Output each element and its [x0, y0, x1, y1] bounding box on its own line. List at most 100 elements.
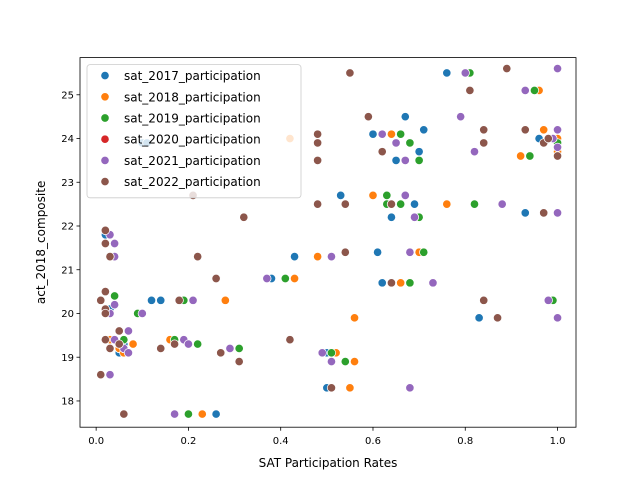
- data-point-sat-2022-participation-4: [100, 308, 110, 319]
- data-point-sat-2022-participation-19: [216, 348, 226, 358]
- data-point-sat-2022-participation-13: [156, 343, 166, 354]
- data-point-sat-2019-participation-12: [382, 190, 392, 200]
- data-point-sat-2021-participation-28: [409, 212, 420, 222]
- data-point-sat-2022-participation-6: [100, 225, 110, 235]
- y-tick-label: 25: [61, 90, 74, 101]
- data-point-sat-2022-participation-26: [313, 199, 323, 209]
- legend-marker: [100, 155, 110, 165]
- data-point-sat-2017-participation-26: [419, 125, 429, 135]
- data-point-sat-2019-participation-20: [419, 247, 429, 257]
- data-point-sat-2021-participation-17: [225, 343, 235, 354]
- data-point-sat-2019-participation-14: [396, 199, 406, 209]
- data-point-sat-2018-participation-9: [289, 273, 300, 284]
- y-tick-label: 23: [61, 178, 74, 189]
- data-point-sat-2022-participation-12: [119, 409, 129, 419]
- data-point-sat-2019-participation-1: [110, 291, 120, 301]
- data-point-sat-2022-participation-1: [96, 295, 106, 305]
- data-point-sat-2018-participation-18: [396, 278, 406, 288]
- data-point-sat-2018-participation-6: [197, 409, 207, 419]
- legend-label: sat_2021_participation: [124, 154, 261, 168]
- data-point-sat-2019-participation-17: [405, 138, 415, 148]
- legend-marker: [100, 134, 110, 144]
- data-point-sat-2022-participation-0: [96, 370, 106, 380]
- data-point-sat-2017-participation-12: [211, 409, 221, 419]
- data-point-sat-2022-participation-14: [170, 339, 180, 349]
- legend-marker: [100, 71, 110, 81]
- data-point-sat-2017-participation-21: [391, 155, 401, 165]
- data-point-sat-2017-participation-29: [520, 208, 530, 218]
- y-axis-ticks: 18 19 20 21 22 23 24 25: [61, 90, 80, 408]
- data-point-sat-2019-participation-19: [414, 155, 424, 165]
- y-tick-label: 20: [61, 309, 74, 320]
- data-point-sat-2021-participation-4: [110, 238, 120, 249]
- x-tick-label: 0.8: [457, 436, 473, 447]
- data-point-sat-2022-participation-21: [239, 212, 249, 222]
- legend-label: sat_2018_participation: [124, 90, 261, 104]
- data-point-sat-2022-participation-7: [100, 238, 110, 249]
- data-point-sat-2021-participation-1: [105, 370, 115, 380]
- y-tick-label: 19: [61, 353, 74, 364]
- points-layer: [96, 63, 563, 419]
- data-point-sat-2022-participation-34: [386, 278, 397, 288]
- data-point-sat-2022-participation-22: [285, 335, 295, 345]
- data-point-sat-2017-participation-20: [368, 129, 378, 139]
- data-point-sat-2022-participation-24: [313, 138, 323, 148]
- data-point-sat-2021-participation-11: [123, 348, 134, 358]
- data-point-sat-2018-participation-17: [386, 129, 397, 139]
- data-point-sat-2022-participation-37: [479, 138, 489, 148]
- data-point-sat-2021-participation-21: [326, 357, 337, 367]
- legend-label: sat_2022_participation: [124, 175, 261, 189]
- data-point-sat-2022-participation-18: [211, 273, 221, 284]
- data-point-sat-2022-participation-40: [502, 63, 512, 74]
- data-point-sat-2018-participation-20: [442, 199, 452, 209]
- y-tick-label: 24: [61, 134, 74, 145]
- y-tick-label: 21: [61, 265, 74, 276]
- data-point-sat-2018-participation-13: [349, 357, 360, 367]
- data-point-sat-2017-participation-23: [400, 112, 410, 122]
- data-point-sat-2022-participation-44: [543, 133, 553, 144]
- data-point-sat-2022-participation-15: [174, 295, 184, 305]
- data-point-sat-2019-participation-11: [340, 357, 350, 367]
- data-point-sat-2019-participation-7: [193, 339, 203, 349]
- data-point-sat-2021-participation-32: [469, 147, 480, 157]
- data-point-sat-2018-participation-21: [516, 151, 526, 161]
- data-point-sat-2022-participation-11: [114, 339, 124, 349]
- data-point-sat-2021-participation-25: [400, 155, 410, 165]
- data-point-sat-2017-participation-27: [442, 68, 452, 78]
- data-point-sat-2022-participation-2: [100, 287, 110, 297]
- data-point-sat-2021-participation-6: [110, 300, 120, 310]
- data-point-sat-2022-participation-29: [340, 247, 350, 257]
- data-point-sat-2022-participation-23: [313, 129, 323, 139]
- plot-frame: [79, 57, 577, 428]
- data-point-sat-2017-participation-7: [146, 295, 157, 305]
- data-point-sat-2021-participation-20: [326, 252, 337, 262]
- x-tick-label: 0.0: [88, 436, 104, 447]
- data-point-sat-2022-participation-45: [552, 151, 563, 161]
- data-point-sat-2021-participation-24: [400, 190, 410, 200]
- data-point-sat-2022-participation-28: [340, 199, 350, 209]
- data-point-sat-2022-participation-42: [539, 208, 549, 218]
- data-point-sat-2018-participation-12: [345, 383, 355, 393]
- data-point-sat-2021-participation-16: [188, 295, 198, 305]
- data-point-sat-2019-participation-23: [525, 151, 535, 161]
- y-tick-label: 22: [61, 222, 74, 233]
- data-point-sat-2017-participation-8: [156, 295, 166, 305]
- data-point-sat-2022-participation-20: [234, 357, 244, 367]
- data-point-sat-2022-participation-32: [377, 147, 387, 157]
- data-point-sat-2021-participation-39: [552, 142, 563, 152]
- data-point-sat-2021-participation-38: [552, 125, 563, 135]
- data-point-sat-2022-participation-36: [479, 125, 489, 135]
- x-tick-label: 1.0: [550, 436, 566, 447]
- data-point-sat-2021-participation-37: [552, 63, 563, 74]
- x-tick-label: 0.6: [365, 436, 381, 447]
- legend-marker: [100, 113, 110, 123]
- x-axis-label: SAT Participation Rates: [259, 456, 398, 470]
- data-point-sat-2022-participation-17: [193, 252, 203, 262]
- data-point-sat-2019-participation-10: [326, 348, 337, 358]
- data-point-sat-2022-participation-27: [326, 383, 337, 393]
- data-point-sat-2017-participation-14: [289, 252, 300, 262]
- data-point-sat-2021-participation-30: [456, 112, 466, 122]
- x-tick-label: 0.2: [180, 436, 196, 447]
- legend: sat_2017_participation sat_2018_participa…: [86, 64, 302, 199]
- data-point-sat-2021-participation-23: [391, 138, 401, 148]
